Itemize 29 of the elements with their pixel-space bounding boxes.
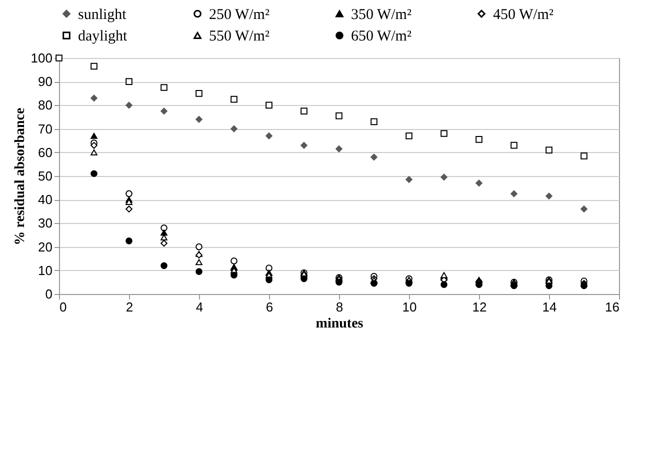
- legend-label: daylight: [78, 28, 128, 44]
- y-tick-label: 10: [38, 262, 52, 278]
- legend-label: 350 W/m²: [351, 6, 412, 23]
- legend-label: 450 W/m²: [493, 6, 554, 23]
- y-tick-label: 40: [38, 192, 52, 208]
- y-tick-label: 90: [38, 74, 52, 90]
- x-tick-label: 14: [542, 300, 557, 314]
- legend-label: 550 W/m²: [209, 28, 270, 44]
- x-tick-label: 16: [605, 300, 620, 314]
- y-tick-label: 70: [38, 121, 52, 136]
- x-tick-label: 6: [266, 300, 274, 314]
- x-tick-label: 2: [126, 300, 134, 314]
- x-axis-title: minutes: [316, 316, 364, 332]
- y-tick-label: 100: [30, 50, 52, 66]
- x-tick-label: 0: [60, 300, 67, 314]
- legend-label: sunlight: [78, 6, 128, 23]
- y-tick-label: 80: [38, 98, 52, 113]
- y-axis-title: % residual absorbance: [12, 108, 28, 246]
- legend-label: 250 W/m²: [209, 6, 270, 23]
- x-tick-label: 8: [336, 300, 344, 314]
- x-tick-label: 4: [196, 300, 204, 314]
- y-tick-label: 20: [38, 239, 52, 254]
- legend-label: 650 W/m²: [351, 28, 412, 44]
- y-tick-label: 30: [38, 216, 52, 231]
- y-tick-label: 0: [45, 286, 52, 302]
- y-tick-label: 50: [38, 168, 52, 184]
- x-tick-label: 10: [402, 300, 417, 314]
- y-tick-label: 60: [38, 144, 52, 160]
- x-tick-label: 12: [472, 300, 487, 314]
